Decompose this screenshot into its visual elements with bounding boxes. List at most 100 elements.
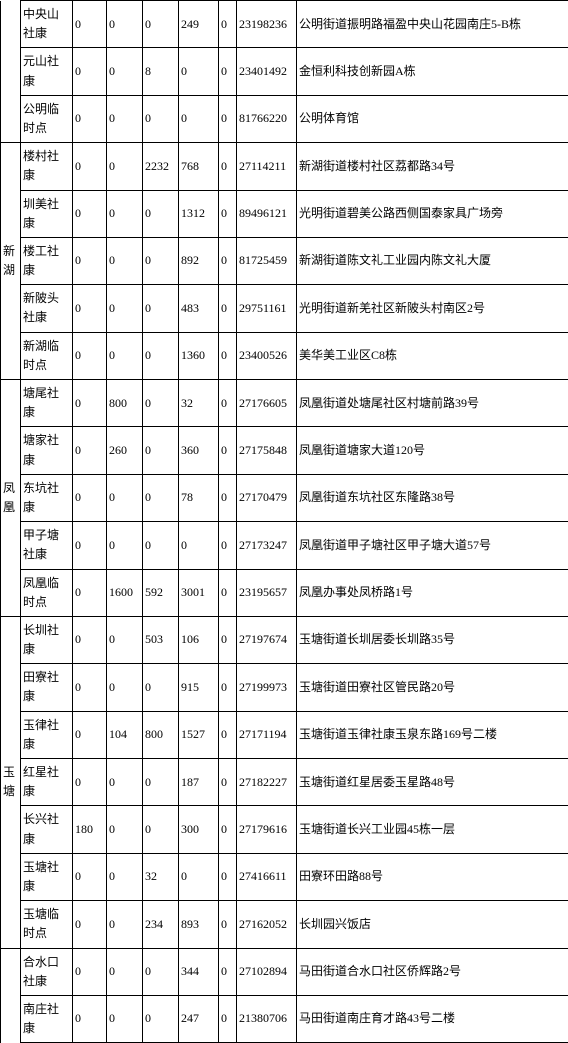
phone: 27199973 (237, 664, 297, 711)
address: 公明街道振明路福盈中央山花园南庄5-B栋 (297, 1, 568, 48)
val-1: 0 (73, 664, 107, 711)
phone: 27114211 (237, 143, 297, 190)
table-row: 田寮社康000915027199973玉塘街道田寮社区管民路20号 (1, 664, 568, 711)
val-5: 0 (219, 522, 237, 569)
table-row: 玉塘社康00320027416611田寮环田路88号 (1, 853, 568, 900)
val-4: 3001 (179, 569, 219, 616)
val-2: 0 (107, 1, 143, 48)
address: 马田街道合水口社区侨辉路2号 (297, 948, 568, 995)
val-3: 0 (143, 522, 179, 569)
site-name: 长兴社康 (21, 806, 73, 853)
val-3: 8 (143, 48, 179, 95)
val-2: 0 (107, 48, 143, 95)
phone: 23195657 (237, 569, 297, 616)
val-3: 0 (143, 664, 179, 711)
phone: 27176605 (237, 380, 297, 427)
phone: 23400526 (237, 332, 297, 379)
site-name: 楼工社康 (21, 237, 73, 284)
val-1: 0 (73, 285, 107, 332)
val-4: 1527 (179, 711, 219, 758)
val-4: 32 (179, 380, 219, 427)
site-name: 红星社康 (21, 759, 73, 806)
site-name: 合水口社康 (21, 948, 73, 995)
val-5: 0 (219, 380, 237, 427)
val-2: 0 (107, 853, 143, 900)
address: 新湖街道陈文礼工业园内陈文礼大厦 (297, 237, 568, 284)
val-4: 249 (179, 1, 219, 48)
site-name: 玉律社康 (21, 711, 73, 758)
val-4: 1360 (179, 332, 219, 379)
group-label (1, 948, 21, 1043)
address: 玉塘街道红星居委玉星路48号 (297, 759, 568, 806)
site-name: 甲子塘社康 (21, 522, 73, 569)
val-2: 0 (107, 190, 143, 237)
val-1: 0 (73, 901, 107, 948)
val-1: 0 (73, 522, 107, 569)
address: 凤凰街道处塘尾社区村塘前路39号 (297, 380, 568, 427)
phone: 27171194 (237, 711, 297, 758)
site-name: 新湖临时点 (21, 332, 73, 379)
val-1: 0 (73, 853, 107, 900)
val-3: 0 (143, 95, 179, 142)
site-name: 凤凰临时点 (21, 569, 73, 616)
val-3: 32 (143, 853, 179, 900)
address: 凤凰街道甲子塘社区甲子塘大道57号 (297, 522, 568, 569)
val-4: 187 (179, 759, 219, 806)
val-2: 0 (107, 806, 143, 853)
site-name: 塘家社康 (21, 427, 73, 474)
val-3: 592 (143, 569, 179, 616)
phone: 27182227 (237, 759, 297, 806)
address: 光明街道新羌社区新陂头村南区2号 (297, 285, 568, 332)
address: 长圳园兴饭店 (297, 901, 568, 948)
table-row: 圳美社康0001312089496121光明街道碧美公路西侧国泰家具广场旁 (1, 190, 568, 237)
val-5: 0 (219, 190, 237, 237)
val-3: 2232 (143, 143, 179, 190)
address: 新湖街道楼村社区荔都路34号 (297, 143, 568, 190)
val-4: 78 (179, 474, 219, 521)
val-3: 0 (143, 237, 179, 284)
val-5: 0 (219, 995, 237, 1042)
val-1: 180 (73, 806, 107, 853)
val-3: 0 (143, 806, 179, 853)
address: 公明体育馆 (297, 95, 568, 142)
val-5: 0 (219, 948, 237, 995)
phone: 27175848 (237, 427, 297, 474)
site-name: 楼村社康 (21, 143, 73, 190)
site-name: 玉塘临时点 (21, 901, 73, 948)
val-5: 0 (219, 48, 237, 95)
address: 金恒利科技创新园A栋 (297, 48, 568, 95)
val-3: 0 (143, 285, 179, 332)
address: 玉塘街道田寮社区管民路20号 (297, 664, 568, 711)
val-1: 0 (73, 474, 107, 521)
val-1: 0 (73, 995, 107, 1042)
val-1: 0 (73, 759, 107, 806)
val-5: 0 (219, 569, 237, 616)
val-1: 0 (73, 380, 107, 427)
table-row: 玉塘临时点00234893027162052长圳园兴饭店 (1, 901, 568, 948)
table-row: 凤凰塘尾社康0800032027176605凤凰街道处塘尾社区村塘前路39号 (1, 380, 568, 427)
val-2: 0 (107, 616, 143, 663)
address: 马田街道南庄育才路43号二楼 (297, 995, 568, 1042)
group-label: 新湖 (1, 143, 21, 380)
val-4: 483 (179, 285, 219, 332)
val-4: 106 (179, 616, 219, 663)
val-4: 892 (179, 237, 219, 284)
phone: 81725459 (237, 237, 297, 284)
val-4: 893 (179, 901, 219, 948)
val-1: 0 (73, 48, 107, 95)
table-row: 元山社康0080023401492金恒利科技创新园A栋 (1, 48, 568, 95)
val-5: 0 (219, 853, 237, 900)
table-row: 玉塘长圳社康00503106027197674玉塘街道长圳居委长圳路35号 (1, 616, 568, 663)
site-name: 玉塘社康 (21, 853, 73, 900)
val-2: 0 (107, 948, 143, 995)
val-3: 800 (143, 711, 179, 758)
val-5: 0 (219, 143, 237, 190)
table-row: 甲子塘社康0000027173247凤凰街道甲子塘社区甲子塘大道57号 (1, 522, 568, 569)
val-1: 0 (73, 190, 107, 237)
val-2: 0 (107, 522, 143, 569)
site-name: 长圳社康 (21, 616, 73, 663)
phone: 27179616 (237, 806, 297, 853)
data-table: 中央山社康000249023198236公明街道振明路福盈中央山花园南庄5-B栋… (0, 0, 568, 1043)
table-row: 红星社康000187027182227玉塘街道红星居委玉星路48号 (1, 759, 568, 806)
val-4: 0 (179, 522, 219, 569)
